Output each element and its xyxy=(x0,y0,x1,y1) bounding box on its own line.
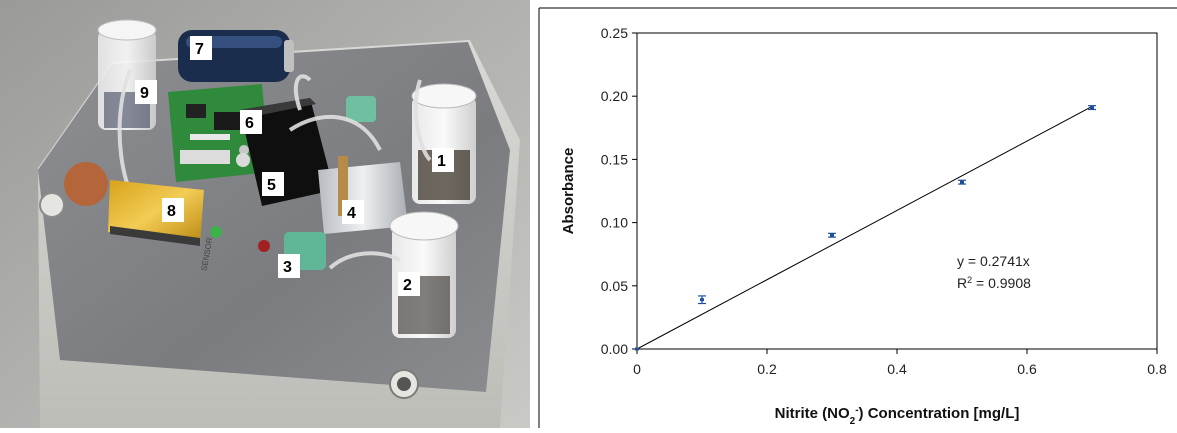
flow-cell xyxy=(318,156,408,234)
x-tick-label: 0 xyxy=(633,361,641,377)
svg-text:5: 5 xyxy=(267,177,276,194)
svg-text:2: 2 xyxy=(403,277,412,294)
label-6: 6 xyxy=(240,110,262,134)
x-tick-label: 0.6 xyxy=(1017,361,1037,377)
svg-text:3: 3 xyxy=(283,259,292,276)
y-axis-ticks: 0.00 0.05 0.10 0.15 0.20 0.25 xyxy=(601,25,637,357)
chart-svg: 0.00 0.05 0.10 0.15 0.20 0.25 0 0.2 0.4 0.6 0.8 A… xyxy=(538,7,1177,428)
led-red xyxy=(258,240,270,252)
y-tick-label: 0.15 xyxy=(601,151,628,167)
trendline-r2: R2 = 0.9908 xyxy=(957,275,1031,291)
x-title-main: Nitrite (NO xyxy=(775,405,850,422)
trendline-equation: y = 0.2741x xyxy=(957,253,1030,269)
screw-top-left xyxy=(39,192,65,218)
data-point xyxy=(960,180,964,184)
device-photo-drawing: SENSOR 7 9 6 5 4 1 8 xyxy=(0,0,530,428)
r2-sup: 2 xyxy=(967,275,972,285)
led-green xyxy=(210,226,222,238)
device-photo: SENSOR 7 9 6 5 4 1 8 xyxy=(0,0,530,428)
pump-top xyxy=(346,96,376,122)
plot-area xyxy=(636,32,1158,350)
label-2: 2 xyxy=(398,272,420,296)
y-tick-label: 0.00 xyxy=(601,341,628,357)
data-point xyxy=(1090,106,1094,110)
label-9: 9 xyxy=(135,80,157,104)
svg-text:7: 7 xyxy=(195,41,204,58)
x-title-sup: - xyxy=(855,405,858,416)
copper-coin xyxy=(64,162,108,206)
screw-hole xyxy=(397,377,411,391)
label-1: 1 xyxy=(432,148,454,172)
calibration-chart: 0.00 0.05 0.10 0.15 0.20 0.25 0 0.2 0.4 0.6 0.8 A… xyxy=(538,0,1177,428)
x-tick-label: 0.2 xyxy=(757,361,777,377)
x-tick-label: 0.4 xyxy=(887,361,907,377)
label-5: 5 xyxy=(262,172,284,196)
data-point xyxy=(830,233,834,237)
y-tick-label: 0.25 xyxy=(601,25,628,41)
label-3: 3 xyxy=(278,254,300,278)
y-tick-label: 0.20 xyxy=(601,88,628,104)
data-point xyxy=(700,298,704,302)
r2-prefix: R xyxy=(957,275,967,291)
gold-chip xyxy=(108,180,204,246)
svg-text:6: 6 xyxy=(245,115,254,132)
label-4: 4 xyxy=(342,200,364,224)
data-points xyxy=(635,105,1096,351)
y-tick-label: 0.05 xyxy=(601,278,628,294)
svg-text:1: 1 xyxy=(437,153,446,170)
y-axis-title: Absorbance xyxy=(560,148,577,235)
svg-text:4: 4 xyxy=(347,205,356,222)
x-title-rest: ) Concentration [mg/L] xyxy=(859,405,1020,422)
svg-text:9: 9 xyxy=(140,85,149,102)
x-tick-label: 0.8 xyxy=(1147,361,1167,377)
svg-text:8: 8 xyxy=(167,203,176,220)
trendline xyxy=(636,106,1093,350)
data-point xyxy=(635,347,639,351)
x-title-sub: 2 xyxy=(850,416,856,427)
y-tick-label: 0.10 xyxy=(601,215,628,231)
r2-value: = 0.9908 xyxy=(972,275,1031,291)
reservoir-cup-2 xyxy=(389,211,459,338)
label-7: 7 xyxy=(190,36,212,60)
x-axis-title: Nitrite (NO2-) Concentration [mg/L] xyxy=(775,405,1020,427)
label-8: 8 xyxy=(162,198,184,222)
x-axis-ticks: 0 0.2 0.4 0.6 0.8 xyxy=(633,349,1167,377)
